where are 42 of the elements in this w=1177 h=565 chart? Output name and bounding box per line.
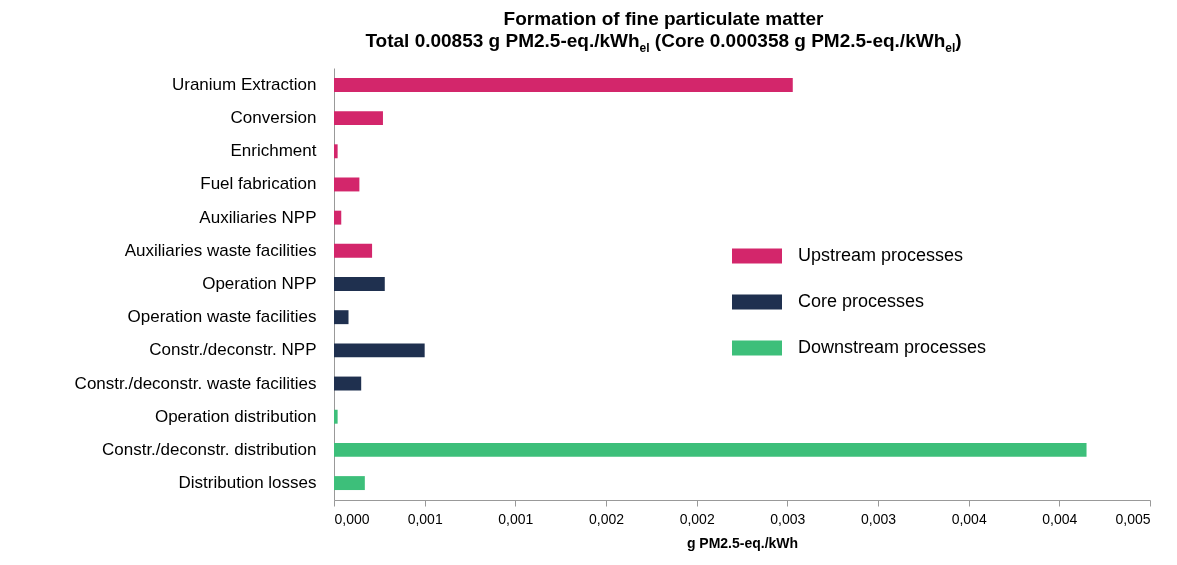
x-tick-label: 0,001 [407,510,443,527]
y-tick-label: Auxiliaries NPP [199,207,317,227]
x-tick-label: 0,005 [1115,510,1151,527]
bar [334,476,365,491]
legend-label: Core processes [798,291,925,311]
y-tick-label: Constr./deconstr. distribution [101,439,317,459]
bar [334,111,383,126]
bar [334,409,338,424]
y-tick-label: Operation waste facilities [127,307,317,327]
bar [334,210,342,225]
bar [334,343,425,358]
x-tick-label: 0,002 [588,510,625,527]
x-tick-label: 0,004 [1042,510,1078,527]
x-axis-title: g PM2.5-eq./kWh [686,534,799,551]
chart-title: Formation of fine particulate matter [502,8,825,30]
bar [334,243,373,258]
bar [334,310,349,325]
bar [334,442,1087,457]
x-tick-label: 0,003 [860,510,897,527]
bar [334,77,793,92]
y-tick-label: Enrichment [230,141,317,161]
legend-label: Upstream processes [798,245,964,265]
x-tick-label: 0,002 [679,510,715,527]
y-tick-label: Constr./deconstr. waste facilities [74,373,317,393]
y-tick-label: Conversion [230,108,317,128]
legend-label: Downstream processes [798,337,987,357]
x-tick-label: 0,003 [770,510,806,527]
y-tick-label: Auxiliaries waste facilities [124,240,317,260]
y-tick-label: Uranium Extraction [171,74,317,94]
y-tick-label: Distribution losses [178,473,317,493]
x-tick-label: 0,004 [951,510,987,527]
bar [334,277,385,291]
y-tick-label: Operation NPP [202,274,317,293]
y-tick-label: Fuel fabrication [200,174,317,194]
bar [334,376,362,391]
bar [334,177,360,192]
y-tick-label: Operation distribution [154,406,317,426]
x-tick-label: 0,001 [498,510,534,527]
x-tick-label: 0,000 [334,510,370,527]
bar [334,144,338,159]
y-tick-label: Constr./deconstr. NPP [149,340,317,360]
chart-subtitle: Total 0.00853 g PM2.5-eq./kWh$_{el}$ (Core 0.000358 g PM2.5-eq./kWh$_{el}$) [364,30,963,57]
